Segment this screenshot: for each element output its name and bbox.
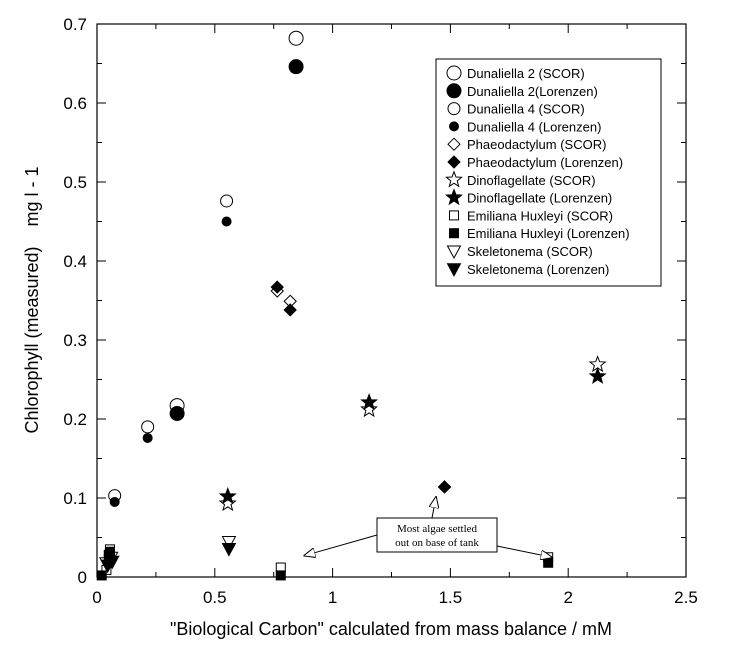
- y-tick-label: 0.6: [63, 94, 87, 113]
- legend-marker: [449, 121, 459, 132]
- legend-label: Skeletonema (SCOR): [467, 244, 593, 259]
- legend-marker: [447, 102, 461, 116]
- legend-label: Dunaliella 4 (SCOR): [467, 102, 585, 117]
- legend-marker: [449, 210, 459, 221]
- y-axis-title: Chlorophyll (measured) mg l - 1: [22, 166, 42, 433]
- x-tick-label: 1: [328, 588, 337, 607]
- legend-label: Phaeodactylum (SCOR): [467, 137, 606, 152]
- legend-label: Dinoflagellate (SCOR): [467, 173, 596, 188]
- y-tick-label: 0.3: [63, 331, 87, 350]
- y-tick-label: 0.5: [63, 173, 87, 192]
- legend-marker: [446, 65, 462, 81]
- legend-label: Dunaliella 4 (Lorenzen): [467, 119, 601, 134]
- legend: Dunaliella 2 (SCOR) Dunaliella 2(Lorenzen…: [435, 58, 662, 287]
- x-tick-label: 0: [92, 588, 101, 607]
- x-axis-title: "Biological Carbon" calculated from mass…: [170, 619, 612, 639]
- legend-marker: [446, 245, 462, 260]
- data-point: [169, 405, 185, 421]
- axis-tick-labels: 0 0.5 1 1.5 2 2.5 0 0.1 0.2 0.3 0.4 0.5 0.6 0.7: [63, 15, 697, 607]
- legend-label: Emiliana Huxleyi (Lorenzen): [467, 226, 630, 241]
- legend-marker: [449, 228, 459, 239]
- y-tick-label: 0.2: [63, 410, 87, 429]
- data-point: [360, 392, 379, 411]
- data-point: [283, 303, 297, 317]
- x-tick-label: 0.5: [203, 588, 227, 607]
- annotation-arrow: [432, 497, 436, 519]
- data-point: [288, 59, 304, 75]
- legend-label: Dinoflagellate (Lorenzen): [467, 191, 612, 206]
- x-tick-label: 2.5: [674, 588, 698, 607]
- annotation: Most algae settled out on base of tank: [304, 497, 551, 557]
- data-point: [218, 494, 237, 512]
- legend-label: Phaeodactylum (Lorenzen): [467, 155, 623, 170]
- data-point: [288, 30, 304, 46]
- axis-ticks: [96, 23, 687, 578]
- annotation-arrow: [304, 534, 378, 556]
- legend-label: Dunaliella 2(Lorenzen): [467, 84, 598, 99]
- annotation-box: [376, 517, 498, 553]
- data-point: [218, 486, 237, 505]
- x-tick-label: 1.5: [439, 588, 463, 607]
- data-point: [543, 557, 554, 568]
- data-point: [437, 480, 452, 494]
- legend-label: Dunaliella 2 (SCOR): [467, 66, 585, 81]
- data-point: [220, 194, 234, 208]
- data-point: [141, 420, 155, 434]
- legend-marker: [447, 137, 461, 151]
- y-tick-label: 0.1: [63, 489, 87, 508]
- legend-marker: [445, 188, 463, 206]
- data-point: [104, 555, 120, 570]
- legend-marker: [446, 83, 462, 99]
- annotation-line-2: out on base of tank: [395, 537, 479, 549]
- legend-marker: [447, 155, 461, 169]
- data-point: [360, 400, 379, 418]
- legend-marker: [446, 263, 462, 277]
- data-point: [270, 280, 284, 294]
- legend-label: Skeletonema (Lorenzen): [467, 262, 609, 277]
- data-point: [221, 543, 237, 557]
- y-tick-label: 0.7: [63, 15, 87, 34]
- legend-marker: [445, 170, 463, 188]
- annotation-line-1: Most algae settled: [397, 523, 478, 535]
- annotation-arrow: [496, 545, 552, 557]
- data-point: [142, 432, 153, 443]
- data-point: [275, 570, 286, 581]
- data-point: [221, 535, 237, 550]
- data-point: [588, 366, 607, 384]
- legend-label: Emiliana Huxleyi (SCOR): [467, 208, 613, 223]
- y-tick-label: 0.4: [63, 252, 87, 271]
- data-point: [109, 496, 120, 507]
- y-tick-label: 0: [78, 568, 87, 587]
- data-point: [221, 216, 232, 227]
- legend-box: [435, 58, 662, 287]
- x-tick-label: 2: [563, 588, 572, 607]
- data-points: [96, 30, 607, 581]
- data-point: [96, 570, 107, 581]
- data-point: [104, 546, 115, 557]
